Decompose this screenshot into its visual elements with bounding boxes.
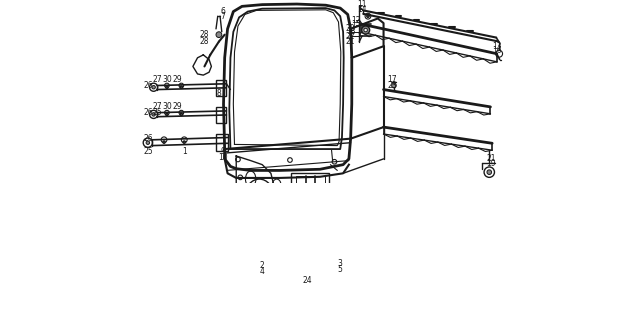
Text: 28: 28 xyxy=(200,37,209,46)
Circle shape xyxy=(152,86,156,89)
Text: 26: 26 xyxy=(143,134,153,143)
Text: 4: 4 xyxy=(260,267,265,276)
Text: 6: 6 xyxy=(221,7,225,16)
Text: 15: 15 xyxy=(351,20,360,29)
Text: 12: 12 xyxy=(351,16,360,25)
Text: 2: 2 xyxy=(260,261,264,270)
Circle shape xyxy=(367,15,369,17)
Text: 13: 13 xyxy=(493,42,502,51)
Text: 28: 28 xyxy=(200,30,209,39)
Text: 29: 29 xyxy=(173,75,182,84)
Text: 26: 26 xyxy=(143,81,153,90)
Text: 20: 20 xyxy=(346,24,355,33)
Circle shape xyxy=(152,113,156,116)
Circle shape xyxy=(362,26,370,34)
Text: 26: 26 xyxy=(143,108,153,117)
Text: 16: 16 xyxy=(493,46,502,55)
Text: 24: 24 xyxy=(303,276,312,285)
Circle shape xyxy=(340,252,346,256)
Bar xyxy=(296,176,324,192)
Text: 17: 17 xyxy=(387,75,397,84)
Bar xyxy=(236,211,337,243)
Text: 25: 25 xyxy=(152,108,162,117)
Bar xyxy=(216,80,227,96)
Circle shape xyxy=(234,226,239,230)
Circle shape xyxy=(163,141,165,143)
Text: 8: 8 xyxy=(216,89,221,98)
Text: 10: 10 xyxy=(218,153,228,162)
Circle shape xyxy=(392,83,396,88)
Text: 30: 30 xyxy=(163,75,172,84)
Text: 5: 5 xyxy=(338,265,342,274)
Circle shape xyxy=(183,141,186,143)
Text: 21: 21 xyxy=(486,154,496,163)
Bar xyxy=(291,173,329,197)
Text: 11: 11 xyxy=(357,0,367,9)
Text: 27: 27 xyxy=(152,75,162,84)
Text: 29: 29 xyxy=(173,102,182,111)
Circle shape xyxy=(166,86,168,88)
Circle shape xyxy=(304,278,311,285)
Circle shape xyxy=(487,170,492,174)
Text: 27: 27 xyxy=(152,102,162,111)
Text: 9: 9 xyxy=(221,147,225,156)
Text: 7: 7 xyxy=(221,12,225,21)
Text: 14: 14 xyxy=(357,5,367,14)
Circle shape xyxy=(180,86,182,88)
Text: 23: 23 xyxy=(387,81,397,90)
Text: 3: 3 xyxy=(338,259,342,268)
Bar xyxy=(216,134,228,151)
Text: 22: 22 xyxy=(346,32,355,41)
Text: 30: 30 xyxy=(163,102,172,111)
Circle shape xyxy=(180,113,182,115)
Circle shape xyxy=(335,223,340,228)
Circle shape xyxy=(146,141,150,145)
Circle shape xyxy=(166,113,168,115)
Circle shape xyxy=(228,258,233,262)
Text: 18: 18 xyxy=(346,27,355,36)
Text: 21: 21 xyxy=(346,37,355,46)
Text: 1: 1 xyxy=(182,147,187,156)
Circle shape xyxy=(364,28,367,32)
Text: 19: 19 xyxy=(486,159,496,168)
Bar xyxy=(216,107,227,123)
Circle shape xyxy=(216,32,222,37)
Text: 25: 25 xyxy=(143,147,153,156)
